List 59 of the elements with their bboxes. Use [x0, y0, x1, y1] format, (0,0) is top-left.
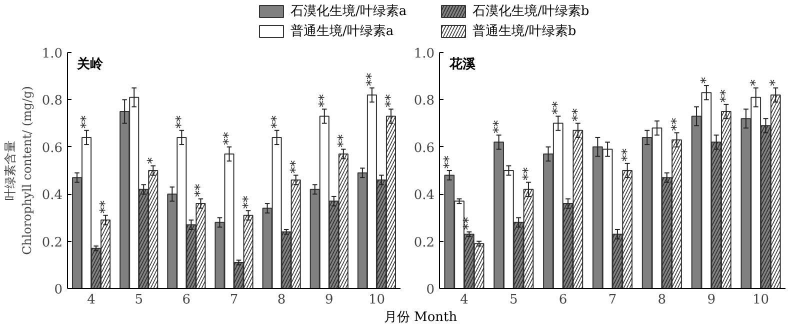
data-label: ** [718, 89, 734, 103]
data-label: * [748, 79, 764, 86]
legend-label: 普通生境/叶绿素b [472, 23, 576, 39]
y-tick-label: 0.6 [414, 140, 435, 156]
legend-label: 普通生境/叶绿素a [290, 23, 394, 39]
x-tick-label: 4 [460, 292, 468, 308]
y-tick-label: 0.2 [42, 235, 63, 250]
x-tick-label: 6 [558, 292, 568, 308]
data-label: ** [491, 120, 506, 134]
x-tick-label: 7 [608, 292, 617, 308]
y-tick-label: 0.6 [42, 140, 63, 156]
data-label: ** [442, 155, 457, 169]
legend-label: 石漠化生境/叶绿素b [472, 3, 590, 19]
y-tick-label: 0 [426, 282, 435, 298]
y-tick-label: 0.4 [414, 188, 435, 204]
x-tick-label: 8 [658, 292, 666, 308]
y-axis-title: 叶绿素含量 Chlorophyll content/ (mg/g) [3, 86, 34, 255]
y-tick-label: 1.0 [414, 46, 435, 62]
x-tick-label: 6 [182, 292, 191, 308]
data-label: ** [364, 72, 380, 86]
x-tick-label: 10 [752, 292, 770, 308]
legend-label: 石漠化生境/叶绿素a [290, 3, 407, 19]
data-label: ** [288, 160, 304, 174]
y-tick-label: 1.0 [42, 46, 63, 62]
x-tick-label: 9 [707, 292, 716, 308]
data-label: ** [520, 166, 536, 180]
data-label: ** [570, 108, 586, 122]
data-label: ** [550, 100, 566, 114]
x-tick-label: 5 [510, 292, 518, 308]
y-tick-label: 0.2 [414, 235, 435, 250]
x-tick-label: 4 [87, 292, 96, 308]
x-tick-label: 7 [230, 292, 238, 308]
chart-title: 关岭 [76, 56, 104, 72]
data-label: ** [383, 94, 398, 108]
x-axis-title: 月份 Month [384, 310, 458, 325]
data-label: ** [193, 183, 208, 197]
data-label: * [768, 79, 784, 86]
data-label: ** [222, 132, 237, 146]
data-label: ** [240, 195, 256, 209]
y-tick-label: 0.8 [414, 94, 435, 109]
data-label: ** [462, 216, 477, 230]
data-label: ** [174, 114, 190, 128]
y-tick-label: 0.4 [42, 188, 63, 204]
data-label: ** [269, 114, 284, 128]
chart-title: 花溪 [448, 57, 476, 72]
data-label: * [146, 156, 161, 164]
data-label: * [698, 76, 714, 84]
data-label: ** [620, 148, 635, 162]
y-tick-label: 0.8 [42, 94, 63, 109]
data-label: ** [669, 117, 684, 131]
data-label: ** [316, 94, 332, 108]
x-tick-label: 10 [368, 292, 385, 308]
x-tick-label: 5 [134, 292, 144, 308]
x-tick-label: 9 [325, 292, 334, 308]
data-label: ** [98, 200, 114, 214]
data-label: ** [79, 114, 94, 128]
x-tick-label: 8 [277, 292, 286, 308]
data-label: ** [336, 134, 351, 148]
y-tick-label: 0 [54, 282, 63, 298]
